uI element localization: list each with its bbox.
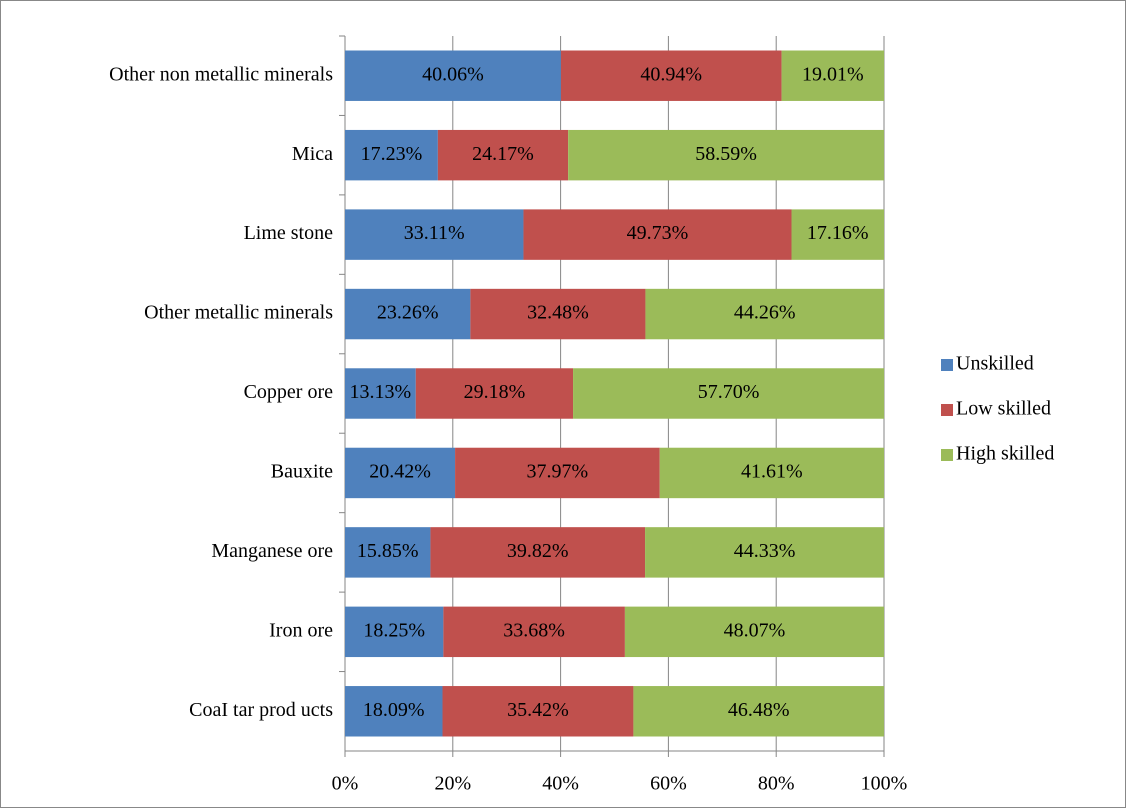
- bar-segment: [345, 209, 524, 260]
- y-tick-label: Mica: [292, 143, 333, 165]
- y-tick-label: Bauxite: [271, 461, 333, 483]
- bar-segment: [443, 606, 625, 658]
- data-label: 33.68%: [503, 619, 565, 641]
- bar-segment: [455, 447, 660, 499]
- bar-segment: [470, 288, 646, 340]
- data-label: 15.85%: [357, 540, 419, 562]
- y-tick-label: Manganese ore: [211, 540, 333, 562]
- data-label: 40.06%: [422, 63, 484, 85]
- bar-segment: [568, 129, 884, 181]
- bar-segment: [560, 50, 782, 101]
- legend-label: Low skilled: [956, 398, 1051, 420]
- legend-swatch: [941, 449, 953, 461]
- data-label: 20.42%: [369, 461, 431, 483]
- x-tick-label: 80%: [758, 773, 795, 795]
- bar-segment: [645, 288, 884, 340]
- data-label: 39.82%: [507, 540, 569, 562]
- legend-label: Unskilled: [956, 353, 1034, 375]
- bar-segment: [573, 368, 885, 419]
- bar-segment: [345, 606, 444, 658]
- data-label: 35.42%: [507, 699, 569, 721]
- x-tick-label: 40%: [542, 773, 579, 795]
- bar-segment: [345, 686, 443, 737]
- bar-segment: [645, 527, 884, 578]
- data-label: 17.16%: [807, 222, 869, 244]
- legend-label: High skilled: [956, 443, 1054, 465]
- data-label: 19.01%: [802, 63, 864, 85]
- data-label: 41.61%: [741, 461, 803, 483]
- x-tick-label: 60%: [650, 773, 687, 795]
- data-label: 29.18%: [464, 381, 526, 403]
- bar-segment: [437, 129, 569, 181]
- data-label: 23.26%: [377, 302, 439, 324]
- bar-segment: [415, 368, 574, 419]
- bar-segment: [345, 50, 561, 101]
- data-label: 37.97%: [527, 461, 589, 483]
- bar-segment: [430, 527, 646, 578]
- y-tick-label: Iron ore: [269, 619, 333, 641]
- x-tick-label: 100%: [861, 773, 908, 795]
- data-label: 17.23%: [361, 143, 423, 165]
- data-label: 49.73%: [627, 222, 689, 244]
- bar-segment: [523, 209, 792, 260]
- bar-segment: [791, 209, 884, 260]
- y-tick-label: Other non metallic minerals: [109, 63, 333, 85]
- y-tick-label: CoaI tar prod ucts: [189, 699, 333, 721]
- y-tick-label: Lime stone: [244, 222, 334, 244]
- bar-segment: [345, 447, 456, 499]
- data-label: 44.26%: [734, 302, 796, 324]
- data-label: 44.33%: [734, 540, 796, 562]
- data-label: 24.17%: [472, 143, 534, 165]
- data-label: 18.09%: [363, 699, 425, 721]
- x-tick-label: 20%: [434, 773, 471, 795]
- bar-segment: [345, 527, 431, 578]
- data-label: 57.70%: [698, 381, 760, 403]
- y-tick-label: Other metallic minerals: [144, 302, 333, 324]
- data-label: 33.11%: [404, 222, 465, 244]
- legend-swatch: [941, 359, 953, 371]
- data-label: 46.48%: [728, 699, 790, 721]
- data-label: 32.48%: [527, 302, 589, 324]
- data-label: 48.07%: [724, 619, 786, 641]
- bar-segment: [345, 288, 471, 340]
- bar-segment: [781, 50, 885, 101]
- y-tick-label: Copper ore: [244, 381, 334, 403]
- bar-segment: [633, 686, 884, 737]
- bar-segment: [659, 447, 884, 499]
- x-tick-label: 0%: [332, 773, 359, 795]
- legend-swatch: [941, 404, 953, 416]
- bar-segment: [345, 368, 416, 419]
- bar-segment: [345, 129, 438, 181]
- bar-segment: [624, 606, 884, 658]
- data-label: 13.13%: [350, 381, 412, 403]
- data-label: 40.94%: [640, 63, 702, 85]
- bar-segment: [442, 686, 634, 737]
- data-label: 18.25%: [363, 619, 425, 641]
- data-label: 58.59%: [695, 143, 757, 165]
